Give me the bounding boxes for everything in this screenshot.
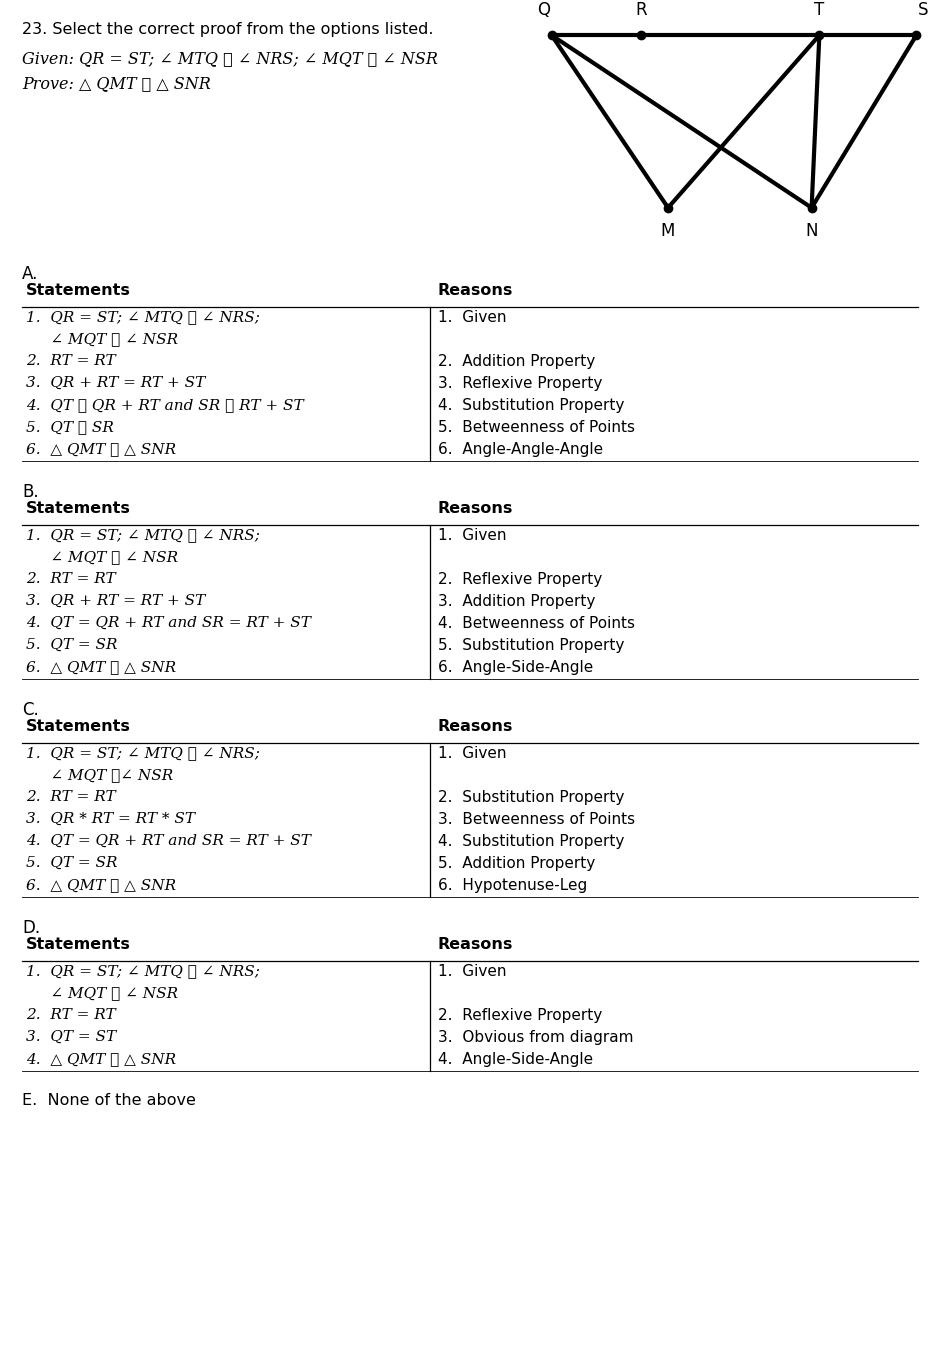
Text: 3.  QR + RT = RT + ST: 3. QR + RT = RT + ST: [26, 594, 205, 608]
Text: 2.  RT = RT: 2. RT = RT: [26, 790, 116, 805]
Text: 5.  QT = SR: 5. QT = SR: [26, 638, 118, 652]
Text: M: M: [661, 221, 675, 240]
Text: 6.  Hypotenuse-Leg: 6. Hypotenuse-Leg: [438, 878, 587, 893]
Text: 6.  Angle-Side-Angle: 6. Angle-Side-Angle: [438, 660, 593, 675]
Text: 5.  Substitution Property: 5. Substitution Property: [438, 638, 624, 653]
Text: D.: D.: [22, 919, 40, 937]
Text: 23. Select the correct proof from the options listed.: 23. Select the correct proof from the op…: [22, 22, 433, 37]
Text: 2.  RT = RT: 2. RT = RT: [26, 572, 116, 586]
Text: 1.  QR = ST; ∠ MTQ ≅ ∠ NRS;: 1. QR = ST; ∠ MTQ ≅ ∠ NRS;: [26, 529, 259, 542]
Text: ∠ MQT ≅∠ NSR: ∠ MQT ≅∠ NSR: [26, 768, 173, 781]
Text: 1.  QR = ST; ∠ MTQ ≅ ∠ NRS;: 1. QR = ST; ∠ MTQ ≅ ∠ NRS;: [26, 964, 259, 978]
Text: 1.  QR = ST; ∠ MTQ ≅ ∠ NRS;: 1. QR = ST; ∠ MTQ ≅ ∠ NRS;: [26, 746, 259, 759]
Text: 3.  QR * RT = RT * ST: 3. QR * RT = RT * ST: [26, 811, 195, 826]
Text: 5.  Betweenness of Points: 5. Betweenness of Points: [438, 419, 634, 434]
Text: 3.  Betweenness of Points: 3. Betweenness of Points: [438, 811, 634, 826]
Text: Q: Q: [537, 1, 550, 19]
Text: R: R: [635, 1, 647, 19]
Text: Reasons: Reasons: [438, 937, 513, 952]
Text: 2.  Addition Property: 2. Addition Property: [438, 354, 595, 369]
Text: 1.  Given: 1. Given: [438, 310, 506, 325]
Text: ∠ MQT ≅ ∠ NSR: ∠ MQT ≅ ∠ NSR: [26, 550, 178, 564]
Text: 3.  Reflexive Property: 3. Reflexive Property: [438, 376, 602, 391]
Text: N: N: [806, 221, 818, 240]
Text: 5.  Addition Property: 5. Addition Property: [438, 856, 595, 872]
Text: ∠ MQT ≅ ∠ NSR: ∠ MQT ≅ ∠ NSR: [26, 332, 178, 346]
Text: Reasons: Reasons: [438, 501, 513, 516]
Text: 2.  RT = RT: 2. RT = RT: [26, 1008, 116, 1022]
Text: Reasons: Reasons: [438, 283, 513, 298]
Text: 6.  △ QMT ≅ △ SNR: 6. △ QMT ≅ △ SNR: [26, 443, 176, 456]
Text: 2.  RT = RT: 2. RT = RT: [26, 354, 116, 367]
Text: 6.  △ QMT ≅ △ SNR: 6. △ QMT ≅ △ SNR: [26, 660, 176, 673]
Text: A.: A.: [22, 265, 39, 283]
Text: Statements: Statements: [26, 937, 131, 952]
Text: 4.  Betweenness of Points: 4. Betweenness of Points: [438, 616, 634, 631]
Text: 6.  △ QMT ≅ △ SNR: 6. △ QMT ≅ △ SNR: [26, 878, 176, 892]
Text: Statements: Statements: [26, 719, 131, 734]
Text: C.: C.: [22, 701, 39, 719]
Text: ∠ MQT ≅ ∠ NSR: ∠ MQT ≅ ∠ NSR: [26, 986, 178, 1000]
Text: 1.  Given: 1. Given: [438, 746, 506, 761]
Text: Given: QR = ST; ∠ MTQ ≅ ∠ NRS; ∠ MQT ≅ ∠ NSR: Given: QR = ST; ∠ MTQ ≅ ∠ NRS; ∠ MQT ≅ ∠…: [22, 51, 438, 67]
Text: E.  None of the above: E. None of the above: [22, 1093, 196, 1108]
Text: Statements: Statements: [26, 501, 131, 516]
Text: 2.  Reflexive Property: 2. Reflexive Property: [438, 572, 602, 587]
Text: 4.  QT = QR + RT and SR = RT + ST: 4. QT = QR + RT and SR = RT + ST: [26, 616, 311, 630]
Text: 2.  Substitution Property: 2. Substitution Property: [438, 790, 624, 805]
Text: 4.  Substitution Property: 4. Substitution Property: [438, 398, 624, 413]
Text: 6.  Angle-Angle-Angle: 6. Angle-Angle-Angle: [438, 443, 603, 458]
Text: 5.  QT ≅ SR: 5. QT ≅ SR: [26, 419, 114, 434]
Text: 4.  Substitution Property: 4. Substitution Property: [438, 835, 624, 850]
Text: 5.  QT = SR: 5. QT = SR: [26, 856, 118, 870]
Text: 1.  Given: 1. Given: [438, 529, 506, 544]
Text: B.: B.: [22, 484, 39, 501]
Text: 1.  QR = ST; ∠ MTQ ≅ ∠ NRS;: 1. QR = ST; ∠ MTQ ≅ ∠ NRS;: [26, 310, 259, 324]
Text: 4.  QT ≅ QR + RT and SR ≅ RT + ST: 4. QT ≅ QR + RT and SR ≅ RT + ST: [26, 398, 304, 413]
Text: 2.  Reflexive Property: 2. Reflexive Property: [438, 1008, 602, 1023]
Text: Reasons: Reasons: [438, 719, 513, 734]
Text: 3.  QT = ST: 3. QT = ST: [26, 1030, 117, 1044]
Text: Statements: Statements: [26, 283, 131, 298]
Text: 4.  QT = QR + RT and SR = RT + ST: 4. QT = QR + RT and SR = RT + ST: [26, 835, 311, 848]
Text: T: T: [814, 1, 824, 19]
Text: 4.  Angle-Side-Angle: 4. Angle-Side-Angle: [438, 1052, 593, 1067]
Text: 1.  Given: 1. Given: [438, 964, 506, 979]
Text: 3.  Obvious from diagram: 3. Obvious from diagram: [438, 1030, 634, 1045]
Text: 4.  △ QMT ≅ △ SNR: 4. △ QMT ≅ △ SNR: [26, 1052, 176, 1065]
Text: 3.  Addition Property: 3. Addition Property: [438, 594, 595, 609]
Text: 3.  QR + RT = RT + ST: 3. QR + RT = RT + ST: [26, 376, 205, 391]
Text: Prove: △ QMT ≅ △ SNR: Prove: △ QMT ≅ △ SNR: [22, 75, 211, 92]
Text: S: S: [918, 1, 929, 19]
